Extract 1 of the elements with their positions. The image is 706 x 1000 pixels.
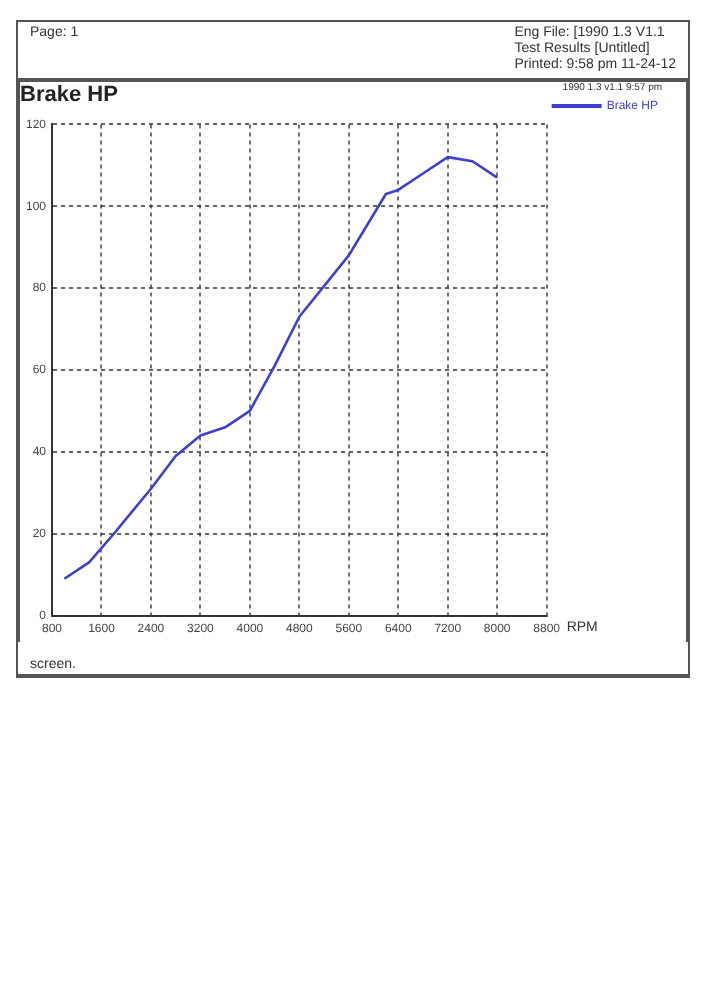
- chart-title: Brake HP: [20, 83, 118, 108]
